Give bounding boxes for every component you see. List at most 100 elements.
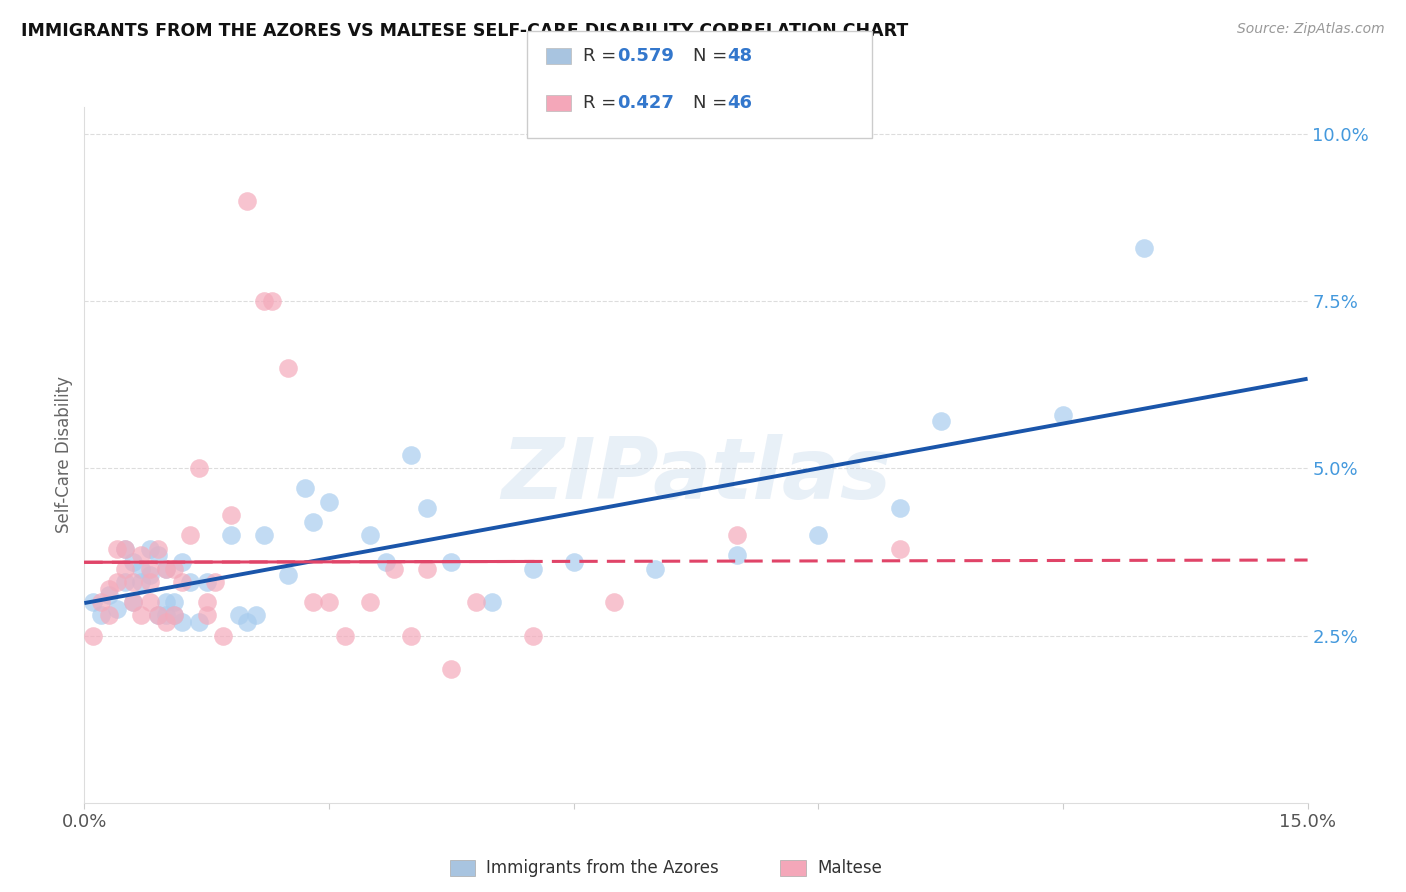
Point [253,528,276,542]
Point [399,448,422,462]
Point [725,548,748,563]
Point [1133,240,1156,255]
Point [440,662,463,676]
Text: Maltese: Maltese [817,859,882,877]
Text: 0.427: 0.427 [617,94,673,112]
Point [359,528,381,542]
Point [131,574,153,589]
Text: N =: N = [693,94,733,112]
Point [146,608,169,623]
Point [522,628,544,642]
Point [105,601,128,615]
Point [187,461,209,475]
Point [416,562,439,576]
Point [90,595,112,609]
Point [122,555,145,569]
Point [122,595,145,609]
Text: 48: 48 [727,47,752,65]
Point [399,628,422,642]
Point [219,508,242,523]
Point [172,574,194,589]
Point [375,555,398,569]
Point [187,615,209,630]
Point [155,562,177,576]
Point [146,548,169,563]
Point [146,541,169,556]
Point [236,615,259,630]
Point [131,562,153,576]
Point [114,541,136,556]
Text: Immigrants from the Azores: Immigrants from the Azores [486,859,720,877]
Point [335,628,357,642]
Point [195,574,218,589]
Point [163,595,186,609]
Point [228,608,250,623]
Point [204,574,226,589]
Point [195,595,218,609]
Point [382,562,405,576]
Point [131,608,153,623]
Point [318,494,340,508]
Point [195,608,218,623]
Point [522,562,544,576]
Point [179,574,201,589]
Text: R =: R = [583,47,623,65]
Point [236,194,259,208]
Point [146,608,169,623]
Point [114,574,136,589]
Point [212,628,235,642]
Point [301,595,323,609]
Point [172,555,194,569]
Point [138,568,160,582]
Point [82,595,104,609]
Point [97,589,120,603]
Point [97,608,120,623]
Point [90,608,112,623]
Point [114,541,136,556]
Point [416,501,439,516]
Point [644,562,666,576]
Point [82,628,104,642]
Point [889,541,911,556]
Point [105,574,128,589]
Text: IMMIGRANTS FROM THE AZORES VS MALTESE SELF-CARE DISABILITY CORRELATION CHART: IMMIGRANTS FROM THE AZORES VS MALTESE SE… [21,22,908,40]
Point [929,414,952,428]
Point [179,528,201,542]
Point [253,293,276,308]
Point [481,595,503,609]
Point [440,555,463,569]
Point [260,293,283,308]
Point [163,608,186,623]
Point [155,608,177,623]
Point [219,528,242,542]
Text: N =: N = [693,47,733,65]
Point [807,528,830,542]
Point [294,482,316,496]
Text: 46: 46 [727,94,752,112]
Text: R =: R = [583,94,623,112]
Y-axis label: Self-Care Disability: Self-Care Disability [55,376,73,533]
Point [1052,408,1074,422]
Point [889,501,911,516]
Point [122,595,145,609]
Point [277,568,299,582]
Text: 0.579: 0.579 [617,47,673,65]
Point [138,562,160,576]
Point [122,574,145,589]
Point [359,595,381,609]
Point [138,541,160,556]
Point [277,360,299,375]
Point [138,574,160,589]
Point [603,595,626,609]
Point [105,541,128,556]
Point [138,595,160,609]
Point [155,595,177,609]
Point [562,555,585,569]
Point [163,608,186,623]
Point [163,562,186,576]
Point [97,582,120,596]
Point [245,608,267,623]
Point [131,548,153,563]
Point [464,595,486,609]
Point [318,595,340,609]
